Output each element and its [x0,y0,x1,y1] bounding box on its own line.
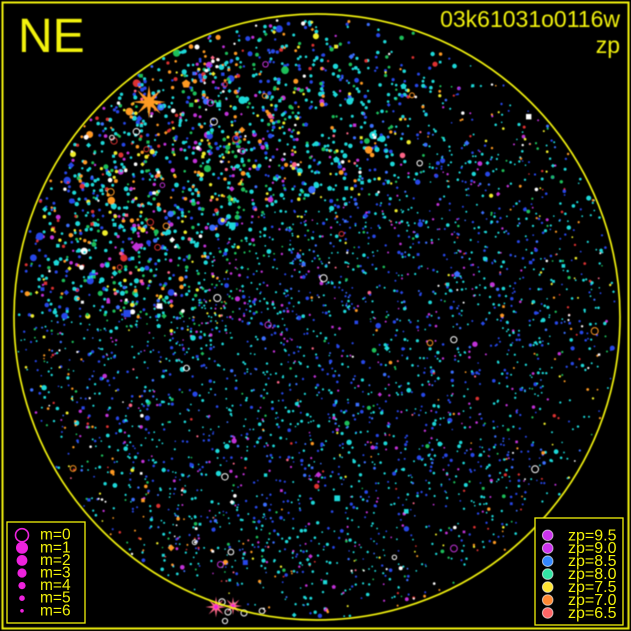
svg-text:03k61031o0116w: 03k61031o0116w [440,6,620,32]
svg-text:m=6: m=6 [40,602,71,619]
svg-text:zp=6.5: zp=6.5 [568,605,617,622]
svg-text:zp: zp [596,32,620,58]
svg-text:NE: NE [18,10,85,63]
